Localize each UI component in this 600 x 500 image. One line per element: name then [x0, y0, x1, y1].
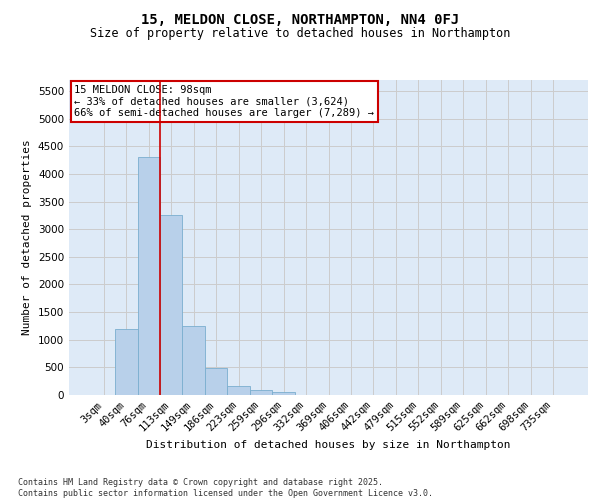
Bar	[182, 326, 205, 395]
Text: Size of property relative to detached houses in Northampton: Size of property relative to detached ho…	[90, 28, 510, 40]
Text: Contains HM Land Registry data © Crown copyright and database right 2025.
Contai: Contains HM Land Registry data © Crown c…	[18, 478, 433, 498]
Bar	[272, 392, 295, 395]
Bar	[160, 216, 182, 395]
X-axis label: Distribution of detached houses by size in Northampton: Distribution of detached houses by size …	[146, 440, 511, 450]
Bar	[250, 390, 272, 395]
Bar	[227, 386, 250, 395]
Y-axis label: Number of detached properties: Number of detached properties	[22, 140, 32, 336]
Bar	[115, 328, 137, 395]
Text: 15, MELDON CLOSE, NORTHAMPTON, NN4 0FJ: 15, MELDON CLOSE, NORTHAMPTON, NN4 0FJ	[141, 12, 459, 26]
Bar	[205, 368, 227, 395]
Text: 15 MELDON CLOSE: 98sqm
← 33% of detached houses are smaller (3,624)
66% of semi-: 15 MELDON CLOSE: 98sqm ← 33% of detached…	[74, 84, 374, 118]
Bar	[137, 158, 160, 395]
